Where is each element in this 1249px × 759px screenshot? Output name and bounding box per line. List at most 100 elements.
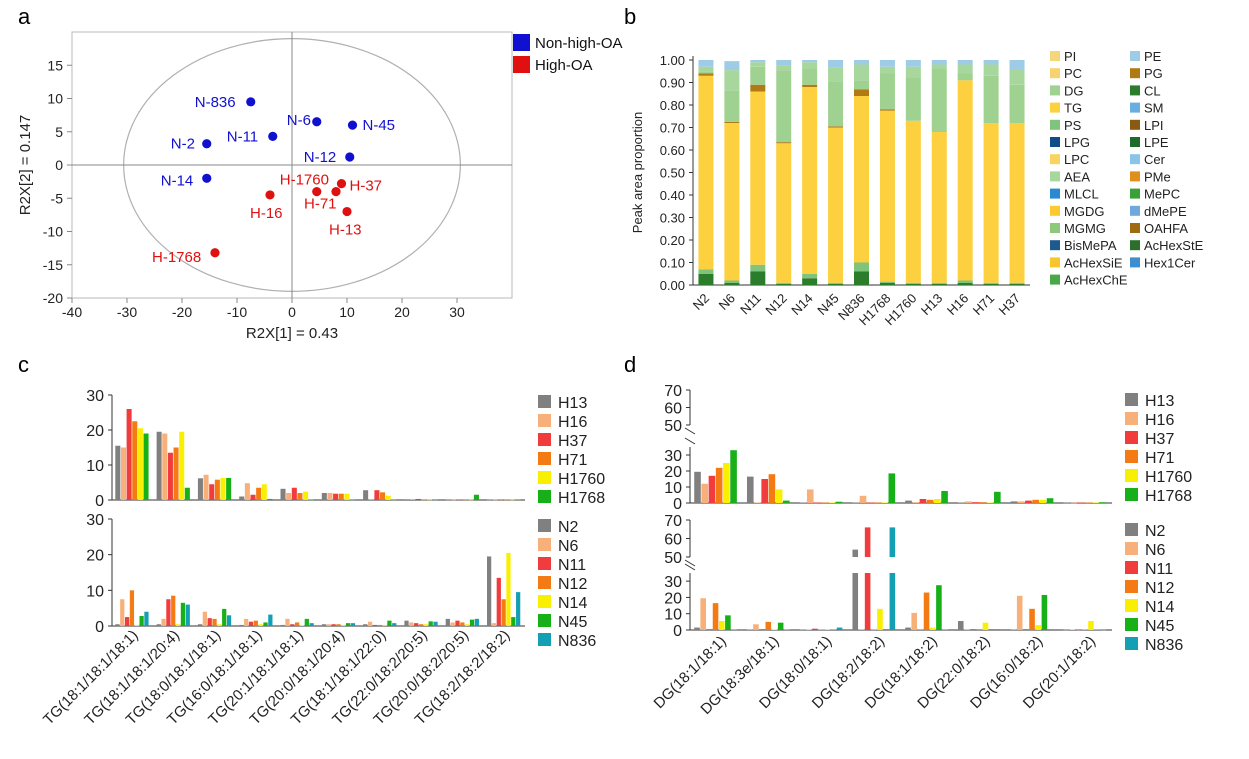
bar bbox=[929, 627, 936, 630]
legend-label: N836 bbox=[558, 633, 596, 650]
stack-segment bbox=[854, 60, 869, 65]
legend-label: N14 bbox=[1145, 599, 1174, 616]
legend-swatch bbox=[1125, 599, 1138, 612]
legend-swatch bbox=[1130, 188, 1140, 199]
bar bbox=[965, 501, 972, 503]
y-tick-label: 0.40 bbox=[660, 188, 685, 203]
legend-swatch bbox=[1130, 102, 1140, 113]
y-tick-label: 70 bbox=[664, 513, 682, 530]
x-tick-label: 20 bbox=[394, 304, 410, 320]
bar bbox=[881, 502, 888, 504]
x-tick-label: -10 bbox=[227, 304, 247, 320]
bar bbox=[350, 623, 356, 626]
legend-label: PI bbox=[1064, 49, 1076, 64]
bar bbox=[197, 478, 203, 500]
x-tick-label: N12 bbox=[762, 291, 789, 318]
score-point bbox=[331, 187, 341, 197]
bar bbox=[957, 502, 965, 504]
bar bbox=[239, 624, 244, 626]
legend-label: Cer bbox=[1144, 152, 1166, 167]
bar bbox=[426, 499, 433, 501]
bar bbox=[372, 624, 378, 626]
bar bbox=[1010, 629, 1017, 631]
bar bbox=[988, 629, 995, 630]
stack-segment bbox=[776, 142, 792, 144]
x-tick-label: N14 bbox=[788, 291, 815, 318]
bar-upper-segment bbox=[889, 527, 896, 557]
bar-upper-segment bbox=[852, 549, 859, 557]
score-point bbox=[268, 131, 278, 142]
bar bbox=[700, 598, 706, 630]
legend-swatch bbox=[538, 519, 551, 532]
bar bbox=[297, 493, 303, 500]
bar bbox=[783, 500, 790, 503]
bar bbox=[1039, 499, 1047, 503]
bar bbox=[1099, 502, 1107, 503]
bar bbox=[917, 629, 924, 631]
stack-segment bbox=[1009, 69, 1025, 85]
legend-label: N6 bbox=[1145, 542, 1166, 559]
y-tick-label: 0.00 bbox=[660, 278, 685, 293]
y-tick-label: 20 bbox=[664, 464, 682, 481]
legend-swatch bbox=[1125, 542, 1138, 555]
y-tick-label: 10 bbox=[86, 583, 104, 600]
bar bbox=[926, 499, 934, 503]
x-tick-label: -40 bbox=[62, 304, 82, 320]
bar bbox=[1017, 501, 1025, 503]
legend-label: H1768 bbox=[558, 490, 605, 507]
legend-swatch bbox=[1130, 240, 1140, 251]
y-tick-label: 10 bbox=[664, 607, 682, 624]
bar bbox=[203, 474, 209, 500]
bar bbox=[115, 624, 120, 626]
y-tick-label: 0.90 bbox=[660, 76, 685, 91]
bar bbox=[380, 492, 386, 500]
stack-segment bbox=[983, 123, 999, 283]
score-point-label: N-2 bbox=[171, 136, 195, 153]
stack-segment bbox=[750, 62, 766, 67]
score-point-label: N-11 bbox=[227, 128, 258, 145]
bar bbox=[212, 618, 217, 626]
stack-segment bbox=[905, 283, 921, 285]
stack-segment bbox=[750, 264, 766, 272]
bar bbox=[1082, 629, 1088, 631]
legend-label: LPI bbox=[1144, 118, 1164, 133]
bar bbox=[120, 599, 125, 626]
stack-segment bbox=[931, 282, 947, 284]
legend-swatch bbox=[538, 557, 551, 570]
bar bbox=[280, 624, 285, 626]
axis-break-mark bbox=[684, 437, 696, 445]
bar bbox=[723, 463, 730, 503]
score-point bbox=[210, 248, 220, 258]
legend-swatch bbox=[1125, 561, 1138, 574]
bar bbox=[936, 585, 942, 630]
bar bbox=[144, 611, 149, 626]
bar bbox=[143, 433, 149, 500]
bar bbox=[708, 475, 716, 503]
legend-swatch bbox=[1130, 223, 1140, 233]
legend-swatch bbox=[1125, 580, 1138, 593]
bar bbox=[730, 450, 737, 503]
legend-swatch bbox=[1050, 102, 1060, 113]
stack-segment bbox=[854, 262, 869, 272]
bar bbox=[217, 624, 222, 626]
bar bbox=[941, 491, 948, 503]
bar bbox=[451, 499, 457, 501]
bar bbox=[516, 592, 521, 626]
bar bbox=[268, 614, 273, 626]
bar bbox=[303, 491, 309, 500]
bar bbox=[496, 577, 501, 626]
bar bbox=[244, 618, 249, 626]
bar bbox=[970, 629, 976, 630]
stack-segment bbox=[802, 273, 818, 279]
stack-segment bbox=[828, 127, 844, 283]
y-tick-label: 10 bbox=[86, 458, 104, 475]
legend-swatch bbox=[513, 56, 530, 73]
y-tick-label: 0.20 bbox=[660, 233, 685, 248]
bar bbox=[982, 622, 989, 630]
stack-segment bbox=[724, 61, 740, 71]
bar bbox=[694, 471, 701, 503]
y-axis-label: Peak area proportion bbox=[630, 112, 645, 233]
score-point-label: N-836 bbox=[195, 94, 236, 111]
bar bbox=[469, 619, 475, 626]
bar bbox=[338, 493, 344, 500]
